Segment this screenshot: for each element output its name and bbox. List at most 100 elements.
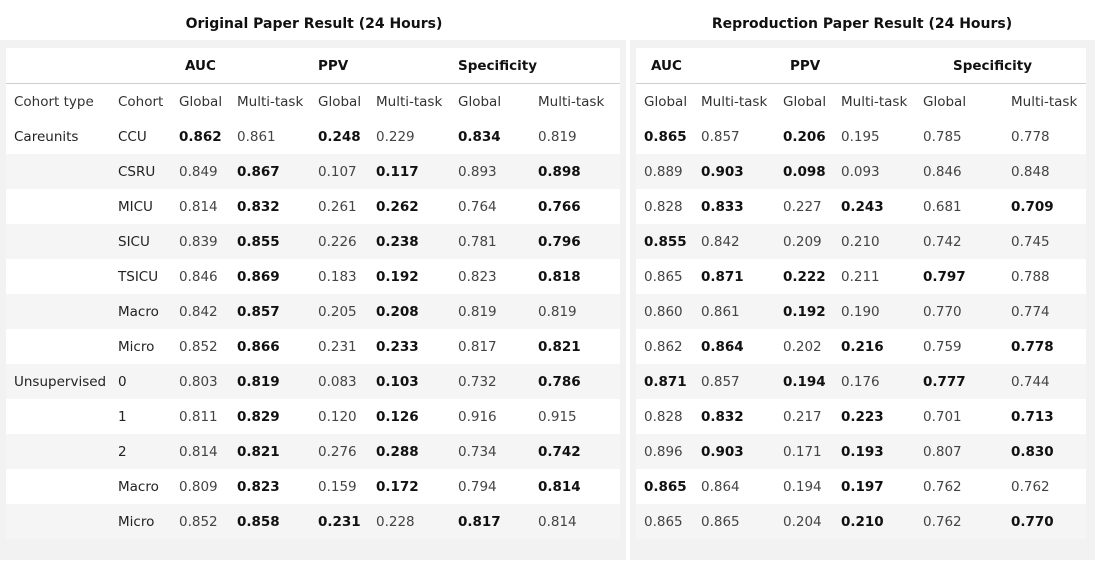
auc-global-cell: 0.889	[636, 154, 693, 189]
ppv-global-cell: 0.159	[310, 469, 368, 504]
ppv-multitask-cell: 0.172	[368, 469, 450, 504]
table-row: TSICU 0.846 0.869 0.183 0.192 0.823 0.818	[6, 259, 620, 294]
cohort-cell: MICU	[110, 189, 171, 224]
auc-global-cell: 0.811	[171, 399, 229, 434]
ppv-global-cell: 0.171	[775, 434, 833, 469]
spec-global-cell: 0.777	[915, 364, 973, 399]
auc-multitask-cell: 0.864	[693, 469, 775, 504]
table-row: 0.860 0.861 0.192 0.190 0.770 0.774	[636, 294, 1086, 329]
reproduction-results-panel: AUC PPV Specificity Global Multi-task Gl…	[630, 40, 1095, 560]
spec-global-cell: 0.742	[915, 224, 973, 259]
ppv-multitask-cell: 0.208	[368, 294, 450, 329]
ppv-global-cell: 0.231	[310, 329, 368, 364]
col-header-multitask: Multi-task	[538, 83, 620, 119]
cohort-type-cell	[6, 154, 110, 189]
spec-multitask-cell: 0.796	[538, 224, 620, 259]
spec-multitask-cell: 0.821	[538, 329, 620, 364]
auc-multitask-cell: 0.823	[229, 469, 310, 504]
table-row: 0.871 0.857 0.194 0.176 0.777 0.744	[636, 364, 1086, 399]
spec-multitask-cell: 0.830	[973, 434, 1086, 469]
auc-global-cell: 0.803	[171, 364, 229, 399]
auc-global-cell: 0.828	[636, 399, 693, 434]
cohort-type-cell	[6, 224, 110, 259]
ppv-multitask-cell: 0.117	[368, 154, 450, 189]
spec-global-cell: 0.732	[450, 364, 538, 399]
table-row: Micro 0.852 0.866 0.231 0.233 0.817 0.821	[6, 329, 620, 364]
group-header-specificity: Specificity	[450, 48, 620, 84]
cohort-type-cell: Unsupervised	[6, 364, 110, 399]
spec-global-cell: 0.819	[450, 294, 538, 329]
auc-global-cell: 0.846	[171, 259, 229, 294]
ppv-global-cell: 0.227	[775, 189, 833, 224]
header-blank	[110, 48, 171, 84]
ppv-global-cell: 0.222	[775, 259, 833, 294]
col-header-cohort: Cohort	[110, 83, 171, 119]
ppv-multitask-cell: 0.288	[368, 434, 450, 469]
auc-global-cell: 0.865	[636, 504, 693, 539]
spec-global-cell: 0.823	[450, 259, 538, 294]
original-results-panel: AUC PPV Specificity Cohort type Cohort G…	[0, 40, 626, 560]
spec-multitask-cell: 0.814	[538, 469, 620, 504]
auc-multitask-cell: 0.871	[693, 259, 775, 294]
auc-global-cell: 0.809	[171, 469, 229, 504]
spec-multitask-cell: 0.778	[973, 119, 1086, 154]
ppv-multitask-cell: 0.197	[833, 469, 915, 504]
ppv-multitask-cell: 0.216	[833, 329, 915, 364]
cohort-cell: CCU	[110, 119, 171, 154]
table-row: 0.865 0.864 0.194 0.197 0.762 0.762	[636, 469, 1086, 504]
auc-global-cell: 0.852	[171, 329, 229, 364]
col-header-global: Global	[636, 83, 693, 119]
auc-multitask-cell: 0.829	[229, 399, 310, 434]
ppv-multitask-cell: 0.193	[833, 434, 915, 469]
ppv-multitask-cell: 0.233	[368, 329, 450, 364]
auc-global-cell: 0.852	[171, 504, 229, 539]
ppv-global-cell: 0.098	[775, 154, 833, 189]
auc-multitask-cell: 0.857	[693, 364, 775, 399]
group-header-ppv: PPV	[310, 48, 450, 84]
cohort-cell: Macro	[110, 294, 171, 329]
ppv-global-cell: 0.231	[310, 504, 368, 539]
auc-multitask-cell: 0.903	[693, 434, 775, 469]
ppv-global-cell: 0.206	[775, 119, 833, 154]
table-row: 0.862 0.864 0.202 0.216 0.759 0.778	[636, 329, 1086, 364]
spec-multitask-cell: 0.898	[538, 154, 620, 189]
spec-global-cell: 0.817	[450, 504, 538, 539]
cohort-type-cell: Careunits	[6, 119, 110, 154]
cohort-cell: SICU	[110, 224, 171, 259]
spec-global-cell: 0.834	[450, 119, 538, 154]
auc-multitask-cell: 0.842	[693, 224, 775, 259]
ppv-multitask-cell: 0.223	[833, 399, 915, 434]
table-row: 1 0.811 0.829 0.120 0.126 0.916 0.915	[6, 399, 620, 434]
cohort-type-cell	[6, 399, 110, 434]
ppv-multitask-cell: 0.229	[368, 119, 450, 154]
ppv-multitask-cell: 0.243	[833, 189, 915, 224]
spec-multitask-cell: 0.814	[538, 504, 620, 539]
col-header-multitask: Multi-task	[368, 83, 450, 119]
auc-global-cell: 0.849	[171, 154, 229, 189]
ppv-global-cell: 0.107	[310, 154, 368, 189]
spec-multitask-cell: 0.744	[973, 364, 1086, 399]
auc-global-cell: 0.871	[636, 364, 693, 399]
spec-multitask-cell: 0.713	[973, 399, 1086, 434]
auc-global-cell: 0.865	[636, 119, 693, 154]
auc-global-cell: 0.855	[636, 224, 693, 259]
spec-multitask-cell: 0.819	[538, 294, 620, 329]
table-row: 0.865 0.871 0.222 0.211 0.797 0.788	[636, 259, 1086, 294]
spec-multitask-cell: 0.915	[538, 399, 620, 434]
auc-multitask-cell: 0.858	[229, 504, 310, 539]
table-row: Macro 0.809 0.823 0.159 0.172 0.794 0.814	[6, 469, 620, 504]
ppv-multitask-cell: 0.211	[833, 259, 915, 294]
cohort-type-cell	[6, 469, 110, 504]
table-row: 0.889 0.903 0.098 0.093 0.846 0.848	[636, 154, 1086, 189]
spec-global-cell: 0.734	[450, 434, 538, 469]
spec-multitask-cell: 0.786	[538, 364, 620, 399]
auc-multitask-cell: 0.861	[229, 119, 310, 154]
col-header-global: Global	[915, 83, 973, 119]
ppv-multitask-cell: 0.210	[833, 504, 915, 539]
auc-global-cell: 0.862	[171, 119, 229, 154]
spec-global-cell: 0.916	[450, 399, 538, 434]
cohort-type-cell	[6, 504, 110, 539]
spec-global-cell: 0.701	[915, 399, 973, 434]
col-header-cohort-type: Cohort type	[6, 83, 110, 119]
col-header-multitask: Multi-task	[973, 83, 1086, 119]
